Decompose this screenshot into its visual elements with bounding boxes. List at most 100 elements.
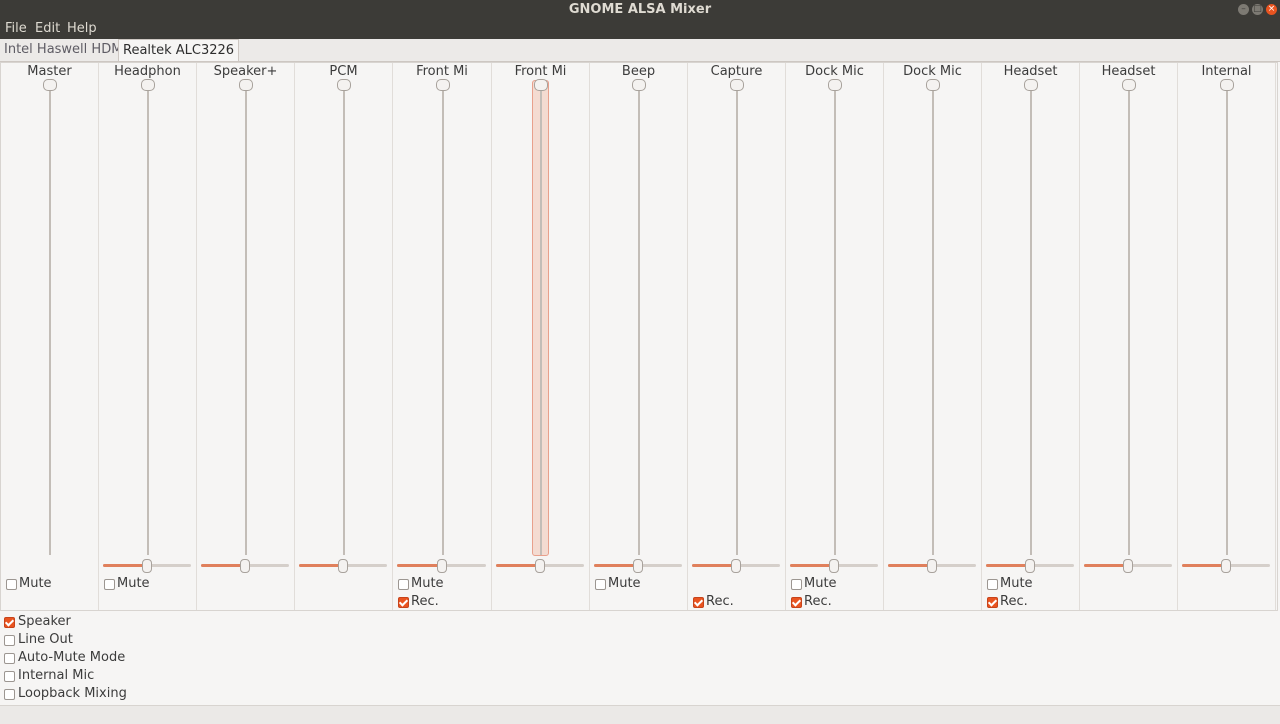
volume-slider-track[interactable]	[1226, 85, 1228, 555]
volume-slider-track[interactable]	[147, 85, 149, 555]
balance-slider-handle[interactable]	[1221, 559, 1231, 573]
balance-slider-fill	[888, 564, 932, 567]
mixer-panel: Master Mute Headphon Mute Speaker+ PCM Front M…	[0, 62, 1278, 611]
balance-slider-handle[interactable]	[437, 559, 447, 573]
status-bar	[0, 705, 1280, 724]
channel-strip: Dock Mic	[884, 63, 982, 610]
volume-slider-handle[interactable]	[828, 79, 842, 91]
mute-checkbox[interactable]	[6, 579, 17, 590]
switch-label[interactable]: Loopback Mixing	[18, 686, 127, 701]
volume-slider-track[interactable]	[1030, 85, 1032, 555]
balance-slider-handle[interactable]	[1123, 559, 1133, 573]
switch-checkbox[interactable]	[4, 689, 15, 700]
channel-name: Dock Mic	[805, 64, 864, 79]
mute-checkbox[interactable]	[398, 579, 409, 590]
balance-slider-handle[interactable]	[142, 559, 152, 573]
balance-slider-handle[interactable]	[829, 559, 839, 573]
volume-slider-handle[interactable]	[632, 79, 646, 91]
volume-slider-handle[interactable]	[141, 79, 155, 91]
volume-slider-track[interactable]	[540, 85, 542, 555]
channel-strip: Speaker+	[197, 63, 295, 610]
balance-slider-fill	[1084, 564, 1128, 567]
mute-label[interactable]: Mute	[19, 576, 52, 591]
channel-strip: Headphon Mute	[99, 63, 197, 610]
volume-slider-handle[interactable]	[436, 79, 450, 91]
switch-checkbox[interactable]	[4, 653, 15, 664]
switches-panel: Speaker Line Out Auto-Mute Mode Internal Mi…	[0, 612, 1280, 707]
rec-label[interactable]: Rec.	[411, 594, 439, 609]
volume-slider-handle[interactable]	[239, 79, 253, 91]
menu-help[interactable]: Help	[67, 21, 97, 36]
volume-slider-track[interactable]	[638, 85, 640, 555]
balance-slider-handle[interactable]	[633, 559, 643, 573]
volume-slider-track[interactable]	[343, 85, 345, 555]
balance-slider-fill	[201, 564, 245, 567]
mute-label[interactable]: Mute	[117, 576, 150, 591]
balance-slider-handle[interactable]	[338, 559, 348, 573]
channel-name: Internal	[1201, 64, 1252, 79]
mute-label[interactable]: Mute	[608, 576, 641, 591]
volume-slider-track[interactable]	[834, 85, 836, 555]
tab-intel-haswell-hdmi[interactable]: Intel Haswell HDMI	[4, 42, 127, 57]
channel-strip: Internal	[1178, 63, 1276, 610]
balance-slider-fill	[397, 564, 442, 567]
balance-slider-handle[interactable]	[927, 559, 937, 573]
volume-slider-track[interactable]	[1128, 85, 1130, 555]
channel-name: Capture	[710, 64, 763, 79]
volume-slider-track[interactable]	[932, 85, 934, 555]
minimize-button[interactable]: –	[1238, 4, 1249, 15]
volume-slider-handle[interactable]	[926, 79, 940, 91]
mute-checkbox[interactable]	[595, 579, 606, 590]
mute-label[interactable]: Mute	[804, 576, 837, 591]
balance-slider-handle[interactable]	[1025, 559, 1035, 573]
balance-slider-fill	[594, 564, 638, 567]
balance-slider-fill	[790, 564, 834, 567]
volume-slider-handle[interactable]	[1024, 79, 1038, 91]
volume-slider-handle[interactable]	[43, 79, 57, 91]
balance-slider-fill	[496, 564, 540, 567]
rec-checkbox[interactable]	[398, 597, 409, 608]
mute-checkbox[interactable]	[791, 579, 802, 590]
balance-slider-fill	[1182, 564, 1226, 567]
mute-label[interactable]: Mute	[411, 576, 444, 591]
volume-slider-handle[interactable]	[730, 79, 744, 91]
balance-slider-handle[interactable]	[535, 559, 545, 573]
volume-slider-track[interactable]	[49, 85, 51, 555]
close-icon: ×	[1267, 4, 1276, 14]
volume-slider-handle[interactable]	[337, 79, 351, 91]
switch-checkbox[interactable]	[4, 671, 15, 682]
rec-label[interactable]: Rec.	[706, 594, 734, 609]
channel-name: PCM	[329, 64, 358, 79]
mute-checkbox[interactable]	[104, 579, 115, 590]
menu-file[interactable]: File	[5, 21, 27, 36]
volume-slider-track[interactable]	[736, 85, 738, 555]
volume-slider-handle[interactable]	[1122, 79, 1136, 91]
mute-checkbox[interactable]	[987, 579, 998, 590]
menu-edit[interactable]: Edit	[35, 21, 61, 36]
rec-label[interactable]: Rec.	[1000, 594, 1028, 609]
switch-label[interactable]: Internal Mic	[18, 668, 95, 683]
switch-checkbox[interactable]	[4, 617, 15, 628]
volume-slider-handle[interactable]	[534, 79, 548, 91]
rec-checkbox[interactable]	[791, 597, 802, 608]
volume-slider-track[interactable]	[245, 85, 247, 555]
channel-name: Master	[27, 64, 72, 79]
tab-realtek-alc3226[interactable]: Realtek ALC3226	[118, 39, 240, 61]
balance-slider-handle[interactable]	[240, 559, 250, 573]
balance-slider-handle[interactable]	[731, 559, 741, 573]
channel-name: Headset	[1101, 64, 1156, 79]
close-button[interactable]: ×	[1266, 4, 1277, 15]
volume-slider-handle[interactable]	[1220, 79, 1234, 91]
rec-checkbox[interactable]	[693, 597, 704, 608]
channel-name: Speaker+	[213, 64, 278, 79]
maximize-button[interactable]: □	[1252, 4, 1263, 15]
channel-name: Dock Mic	[903, 64, 962, 79]
rec-label[interactable]: Rec.	[804, 594, 832, 609]
rec-checkbox[interactable]	[987, 597, 998, 608]
switch-label[interactable]: Auto-Mute Mode	[18, 650, 126, 665]
switch-label[interactable]: Speaker	[18, 614, 71, 629]
switch-label[interactable]: Line Out	[18, 632, 73, 647]
mute-label[interactable]: Mute	[1000, 576, 1033, 591]
switch-checkbox[interactable]	[4, 635, 15, 646]
volume-slider-track[interactable]	[442, 85, 444, 555]
